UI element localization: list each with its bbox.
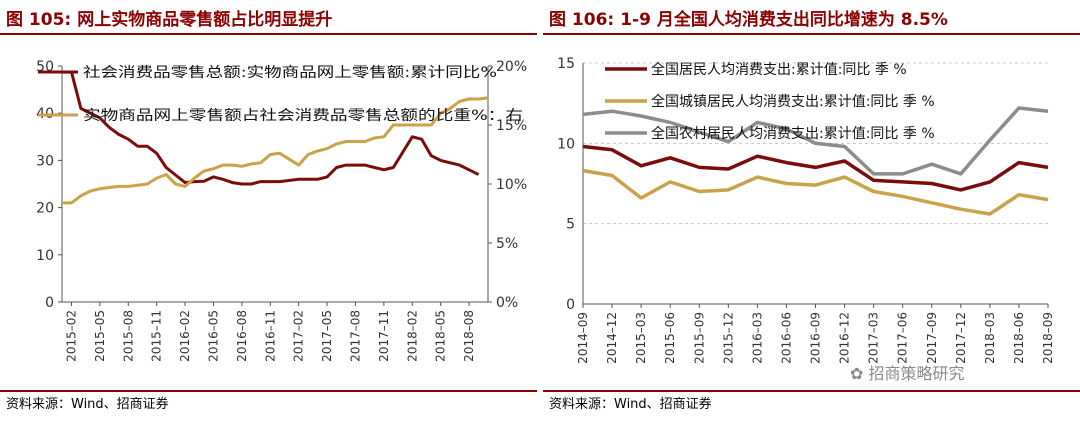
national-consumption-line <box>582 144 1049 192</box>
x-tick-label: 2015–11 <box>150 310 164 362</box>
left-top-rule <box>0 33 537 35</box>
left-figure-title: 图 105: 网上实物商品零售额占比明显提升 <box>6 5 338 30</box>
x-tick-label: 2017–11 <box>377 310 391 362</box>
x-tick-label: 2016–05 <box>206 310 220 362</box>
legend-label: 全国居民人均消费支出:累计值:同比 季 % <box>651 61 907 78</box>
y-tick-label: 15 <box>557 56 575 72</box>
rural-consumption-line <box>582 106 1049 176</box>
x-tick-label: 2015–09 <box>692 312 706 364</box>
x-tick-label: 2015–06 <box>663 312 677 364</box>
x-tick-label: 2015–02 <box>64 310 78 362</box>
right-source: 资料来源：Wind、招商证券 <box>549 397 712 412</box>
legend-label: 全国城镇居民人均消费支出:累计值:同比 季 % <box>651 93 935 110</box>
x-tick-label: 2016–03 <box>750 312 764 364</box>
x-tick-label: 2016–08 <box>235 310 249 362</box>
right-y-tick-label: 0% <box>496 295 518 311</box>
y-tick-label: 5 <box>566 217 575 233</box>
y-tick-label: 10 <box>557 136 575 152</box>
x-tick-label: 2017–12 <box>954 312 968 364</box>
legend-label: 实物商品网上零售额占社会消费品零售总额的比重%：右 <box>83 108 523 124</box>
left-y-tick-label: 20 <box>36 201 54 217</box>
right-y-tick-label: 20% <box>496 59 527 75</box>
online-sales-growth-line <box>62 70 480 186</box>
left-bottom-rule <box>0 390 537 392</box>
left-y-tick-label: 30 <box>36 153 54 169</box>
legend-label: 全国农村居民人均消费支出:累计值:同比 季 % <box>651 125 935 142</box>
right-bottom-rule <box>543 390 1080 392</box>
x-tick-label: 2018–08 <box>462 310 476 362</box>
x-tick-label: 2014–09 <box>576 312 590 364</box>
watermark-text: 招商策略研究 <box>868 364 965 383</box>
wechat-icon: ✿ <box>850 364 864 383</box>
x-tick-label: 2015–12 <box>721 312 735 364</box>
x-tick-label: 2015–05 <box>93 310 107 362</box>
right-figure-title-text: 1-9 月全国人均消费支出同比增速为 8.5% <box>620 10 948 30</box>
x-tick-label: 2017–05 <box>320 310 334 362</box>
watermark: ✿ 招商策略研究 <box>850 360 965 384</box>
x-tick-label: 2018–02 <box>405 310 419 362</box>
right-figure-title: 图 106: 1-9 月全国人均消费支出同比增速为 8.5% <box>549 5 954 30</box>
right-y-tick-label: 15% <box>496 118 527 134</box>
x-tick-label: 2018–06 <box>1012 312 1026 364</box>
x-tick-label: 2015–03 <box>634 312 648 364</box>
x-tick-label: 2014–12 <box>605 312 619 364</box>
left-figure-title-text: 网上实物商品零售额占比明显提升 <box>77 10 333 30</box>
x-tick-label: 2018–03 <box>983 312 997 364</box>
x-tick-label: 2017–02 <box>292 310 306 362</box>
left-figure: 图 105:网上实物商品零售额占比明显提升 010203040500%5%10%… <box>0 0 537 421</box>
x-tick-label: 2018–05 <box>434 310 448 362</box>
y-tick-label: 0 <box>566 297 575 313</box>
x-tick-label: 2018–09 <box>1041 312 1055 364</box>
right-top-rule <box>543 33 1080 35</box>
x-tick-label: 2016–11 <box>263 310 277 362</box>
x-tick-label: 2016–12 <box>838 312 852 364</box>
x-tick-label: 2017–09 <box>925 312 939 364</box>
x-tick-label: 2017–08 <box>348 310 362 362</box>
x-tick-label: 2017–03 <box>867 312 881 364</box>
right-figure-number: 图 106: <box>549 10 615 30</box>
right-y-tick-label: 10% <box>496 177 527 193</box>
x-tick-label: 2016–06 <box>779 312 793 364</box>
right-y-tick-label: 5% <box>496 236 518 252</box>
x-tick-label: 2015–08 <box>121 310 135 362</box>
legend-label: 社会消费品零售总额:实物商品网上零售额:累计同比% <box>83 65 497 81</box>
left-y-tick-label: 0 <box>45 295 54 311</box>
x-tick-label: 2016–09 <box>809 312 823 364</box>
left-y-tick-label: 10 <box>36 248 54 264</box>
online-share-line <box>62 96 489 205</box>
left-chart: 010203040500%5%10%15%20%2015–022015–0520… <box>36 59 527 362</box>
urban-consumption-line <box>582 168 1049 216</box>
x-tick-label: 2017–06 <box>896 312 910 364</box>
right-figure: 图 106: 1-9 月全国人均消费支出同比增速为 8.5% 0 5 10 15 2014… <box>543 0 1080 421</box>
right-chart: 0 5 10 15 2014–09 2014–12 2015–03 2015–06 2015–0… <box>557 56 1055 364</box>
x-tick-label: 2016–02 <box>178 310 192 362</box>
left-figure-number: 图 105: <box>6 10 72 30</box>
left-source: 资料来源：Wind、招商证券 <box>6 397 169 412</box>
